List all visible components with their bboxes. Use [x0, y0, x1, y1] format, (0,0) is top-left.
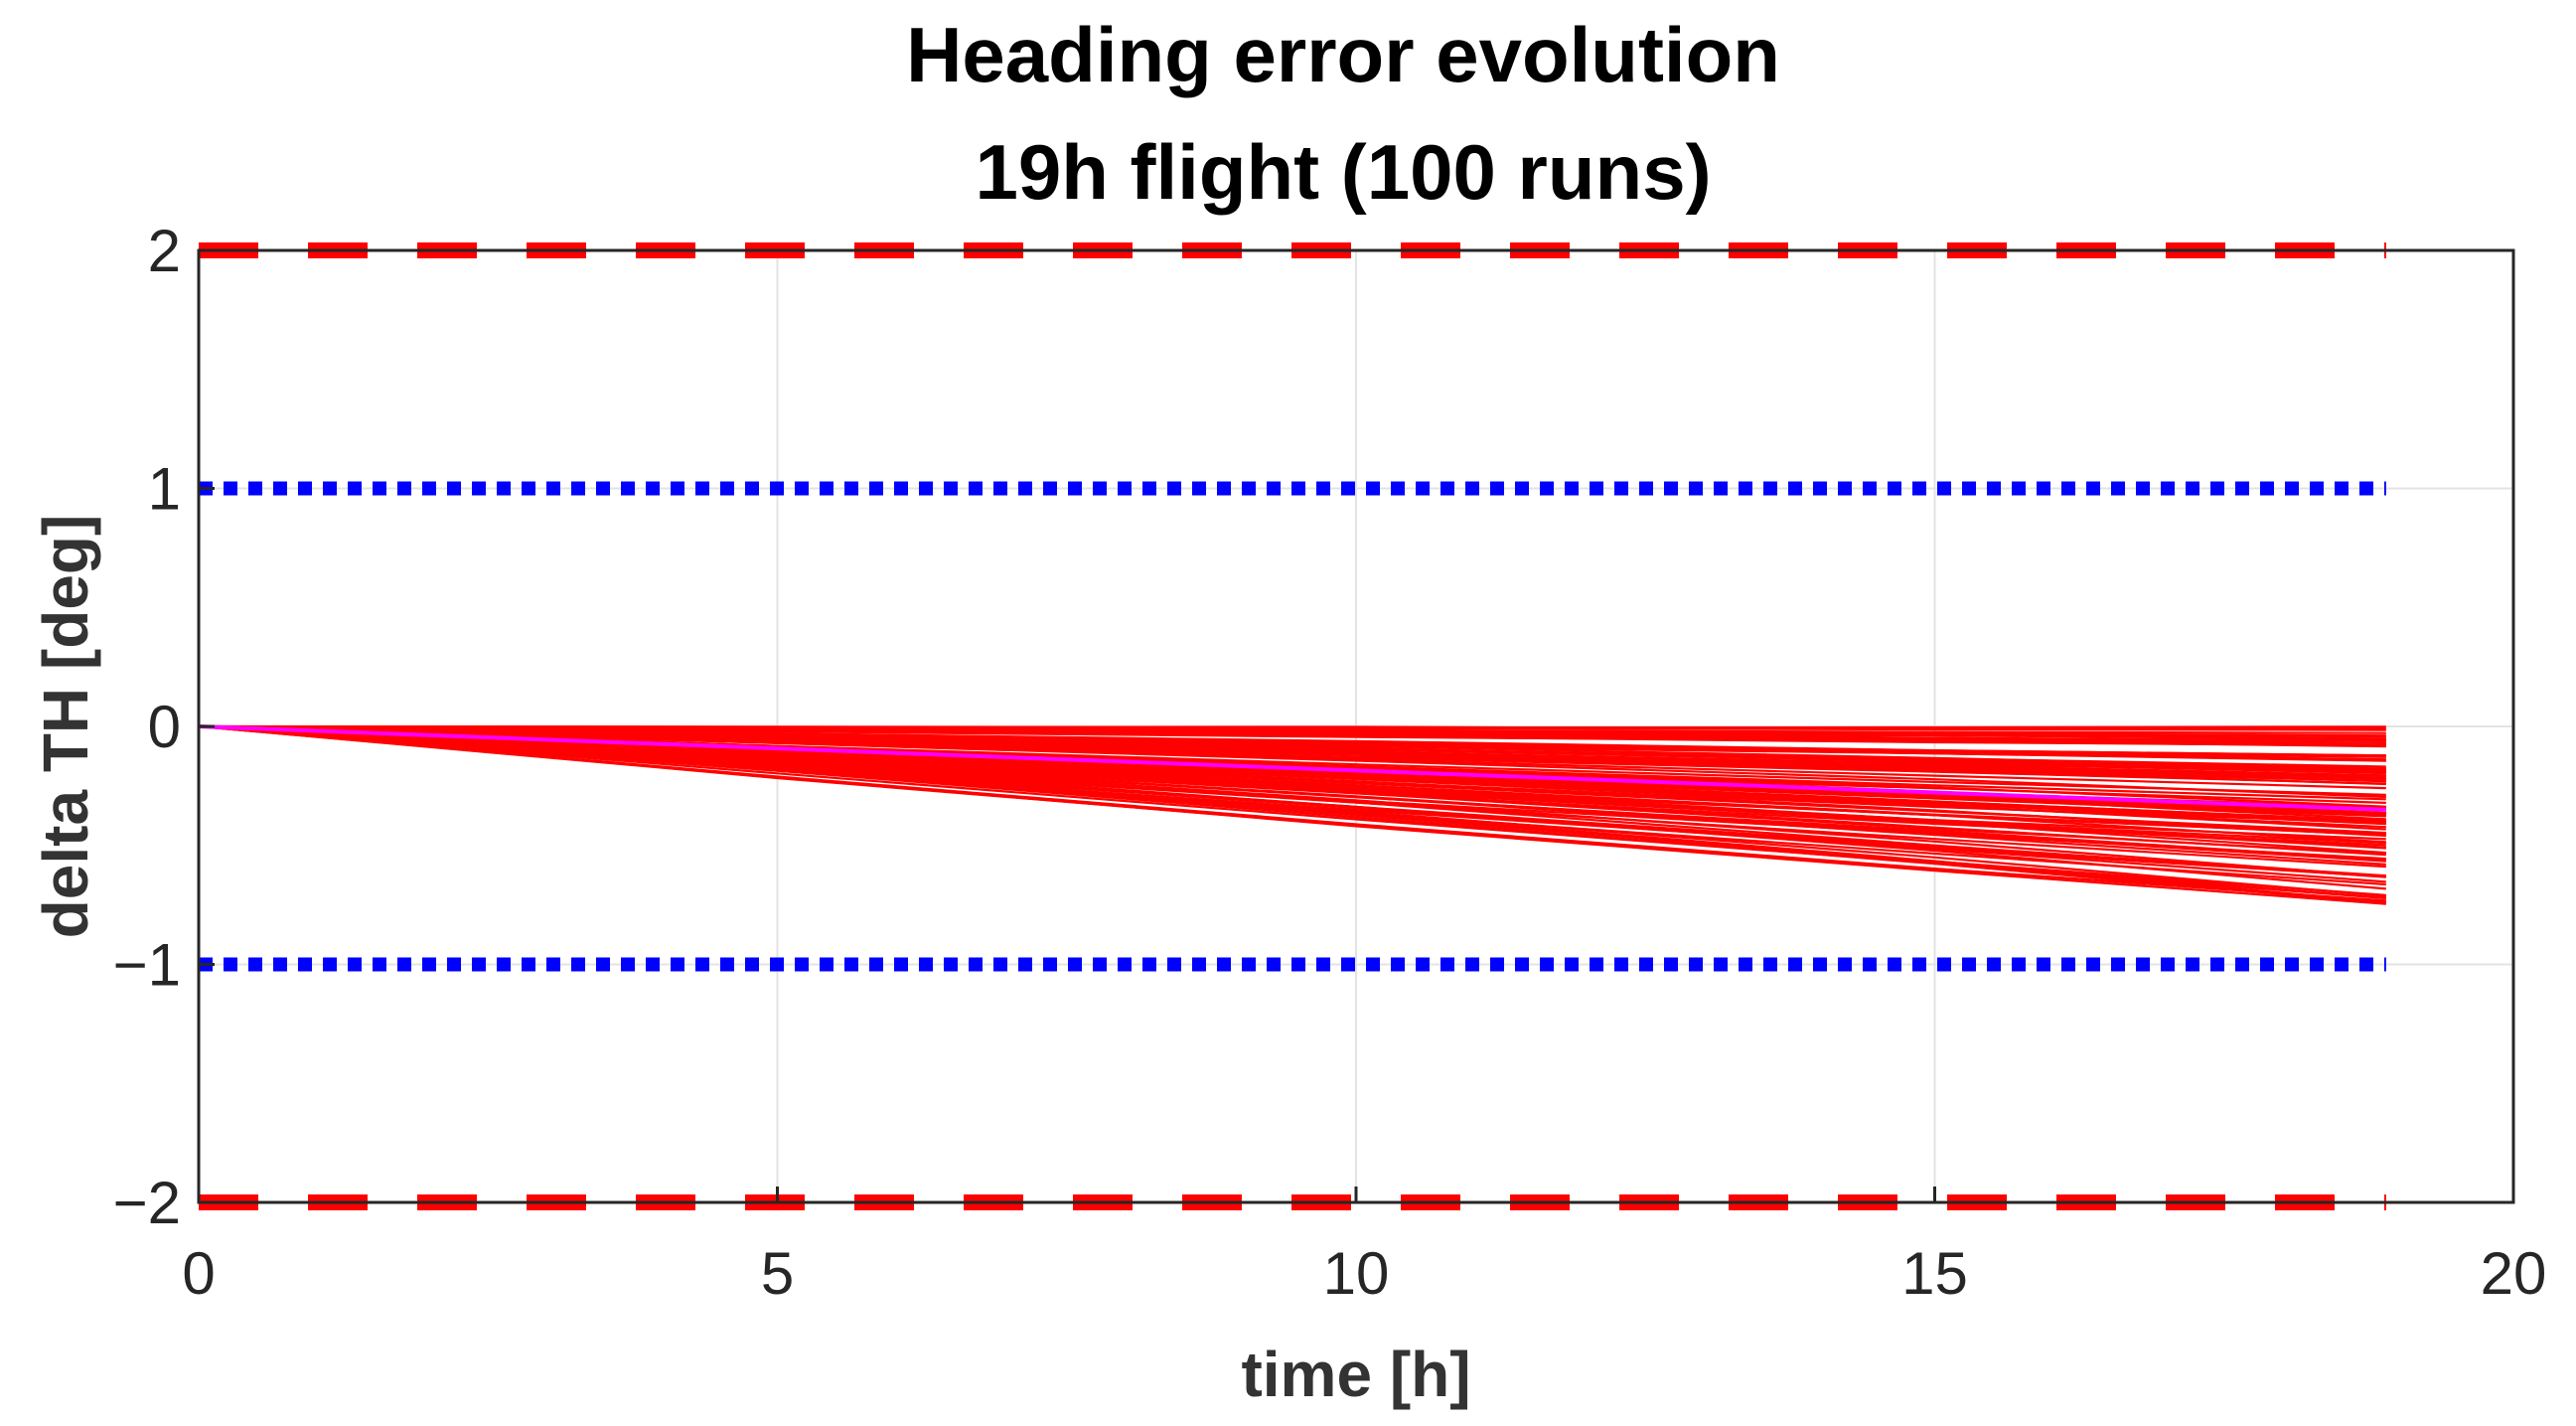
y-tick-label-0: 2 — [148, 218, 181, 284]
chart-title-line-1: Heading error evolution — [906, 11, 1780, 98]
y-axis-label: delta TH [deg] — [30, 515, 101, 939]
run-trace-84 — [198, 724, 2386, 869]
x-tick-label-3: 15 — [1901, 1240, 1968, 1307]
x-axis-label: time [h] — [1241, 1339, 1470, 1410]
run-trace-98 — [198, 724, 2386, 731]
y-ticks: 2 1 0 −1 −2 — [113, 218, 215, 1236]
mean-trace — [198, 724, 2386, 812]
x-tick-label-0: 0 — [182, 1240, 215, 1307]
run-trace-96 — [198, 724, 2386, 761]
y-tick-label-2: 0 — [148, 694, 181, 760]
x-tick-label-4: 20 — [2481, 1240, 2547, 1307]
run-trace-80 — [198, 724, 2386, 866]
chart-title-line-2: 19h flight (100 runs) — [975, 128, 1711, 216]
run-trace-93 — [198, 724, 2386, 844]
y-tick-label-4: −2 — [113, 1170, 181, 1236]
run-trace-75 — [198, 724, 2386, 899]
y-tick-label-3: −1 — [113, 932, 181, 999]
run-trace-92 — [198, 724, 2386, 777]
x-ticks: 0 5 10 15 20 — [182, 1187, 2546, 1307]
mean-trace-line — [198, 724, 2386, 812]
x-tick-label-2: 10 — [1323, 1240, 1390, 1307]
run-trace-85 — [198, 724, 2386, 902]
run-trace-81 — [198, 724, 2386, 790]
run-trace-88 — [198, 724, 2386, 744]
x-tick-label-1: 5 — [761, 1240, 794, 1307]
run-trace-86 — [198, 724, 2386, 838]
y-tick-label-1: 1 — [148, 456, 181, 523]
run-trace-99 — [198, 724, 2386, 774]
